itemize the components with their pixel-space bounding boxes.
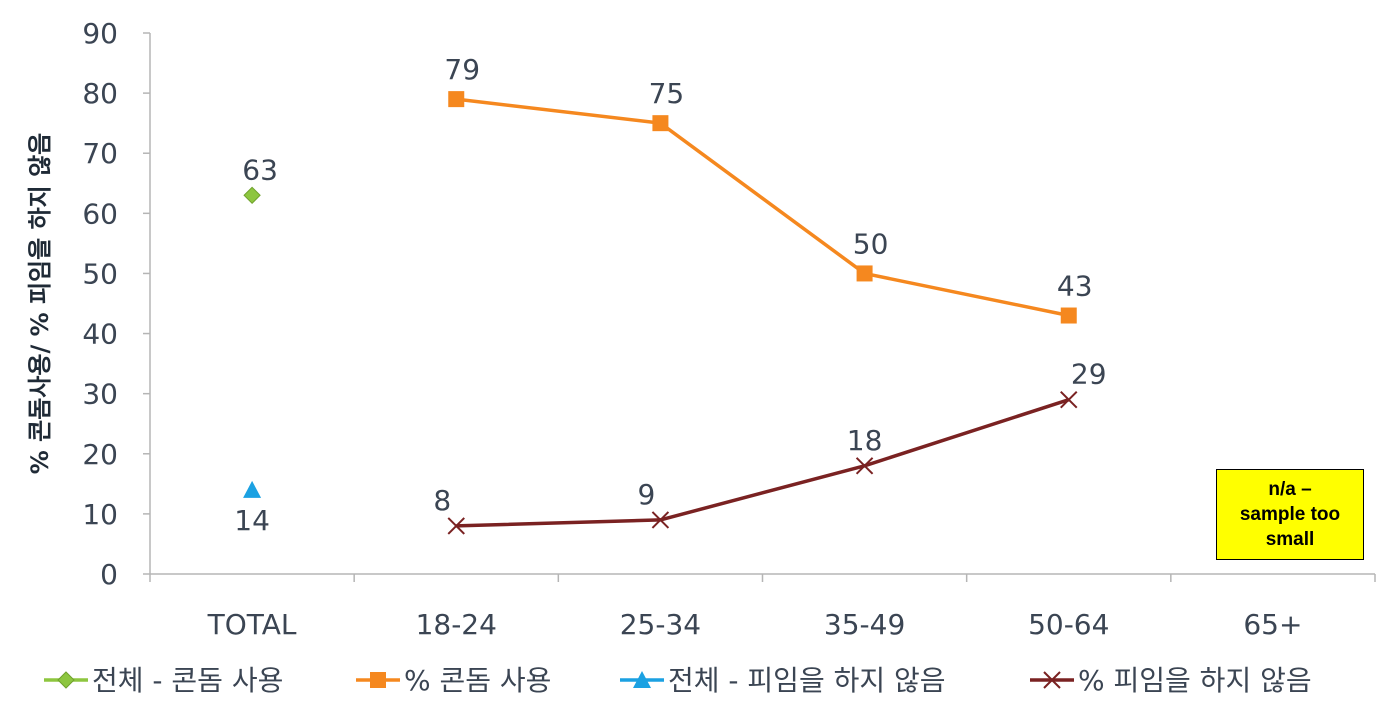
y-tick-label: 30: [82, 378, 118, 411]
data-label: 29: [1071, 358, 1107, 391]
series-2: [243, 480, 262, 498]
data-label: 79: [444, 53, 480, 86]
y-axis-label: % 콘돔사용/ % 피임을 하지 않음: [26, 133, 54, 475]
data-label: 9: [638, 478, 656, 511]
legend-label: 전체 - 피임을 하지 않음: [668, 664, 946, 697]
series-3: [447, 390, 1078, 535]
x-tick-label: TOTAL: [207, 608, 297, 641]
y-tick-label: 60: [82, 197, 118, 230]
data-label: 75: [649, 77, 685, 110]
y-tick-label: 50: [82, 257, 118, 290]
y-tick-label: 40: [82, 318, 118, 351]
series-line: [456, 398, 1070, 528]
y-axis: 0 10 20 30 40 50 60 70 80 90: [82, 17, 151, 591]
legend-marker: [633, 671, 651, 688]
legend-item-2: 전체 - 피임을 하지 않음: [620, 664, 946, 697]
data-label: 63: [242, 153, 278, 186]
data-point: [243, 186, 261, 205]
data-label: 14: [234, 504, 270, 537]
x-axis: TOTAL 18-24 25-34 35-49 50-64 65+: [149, 573, 1376, 641]
legend-label: 전체 - 콘돔 사용: [92, 664, 283, 697]
data-label: 18: [847, 424, 883, 457]
x-tick-label: 50-64: [1028, 608, 1109, 641]
data-label: 8: [433, 484, 451, 517]
data-point: [243, 480, 262, 498]
y-tick-label: 10: [82, 498, 118, 531]
series-1: [448, 91, 1077, 324]
x-tick-label: 18-24: [416, 608, 497, 641]
series-0: [243, 186, 261, 205]
data-label: 43: [1057, 270, 1093, 303]
series-layer: [243, 91, 1078, 535]
data-point: [1060, 390, 1078, 409]
data-point: [652, 115, 669, 132]
legend-item-0: 전체 - 콘돔 사용: [44, 664, 283, 697]
data-label: 50: [853, 227, 889, 260]
data-point: [447, 517, 465, 535]
legend-marker: [57, 671, 75, 689]
legend: 전체 - 콘돔 사용 % 콘돔 사용 전체 - 피임을 하지 않음 % 피임을 하지 …: [44, 664, 1312, 697]
data-point: [855, 457, 874, 475]
y-tick-label: 90: [82, 17, 118, 50]
legend-item-3: % 피임을 하지 않음: [1030, 664, 1312, 697]
x-tick-label: 35-49: [824, 608, 905, 641]
legend-label: % 콘돔 사용: [404, 664, 551, 697]
series-line: [456, 97, 1070, 318]
y-tick-label: 0: [100, 558, 118, 591]
data-point: [448, 91, 465, 108]
y-tick-label: 70: [82, 137, 118, 170]
legend-item-1: % 콘돔 사용: [356, 664, 551, 697]
x-tick-label: 65+: [1243, 608, 1302, 641]
sample-too-small-note: n/a – sample too small: [1216, 469, 1364, 560]
data-point: [856, 265, 873, 282]
legend-marker: [370, 672, 386, 688]
x-tick-label: 25-34: [620, 608, 701, 641]
data-labels: 63 79 75 50 43 14 8 9 18 29: [234, 53, 1106, 537]
legend-label: % 피임을 하지 않음: [1078, 664, 1312, 697]
data-point: [1060, 307, 1077, 324]
legend-marker: [1043, 671, 1061, 689]
y-tick-label: 20: [82, 438, 118, 471]
data-point: [651, 511, 670, 529]
y-tick-label: 80: [82, 77, 118, 110]
